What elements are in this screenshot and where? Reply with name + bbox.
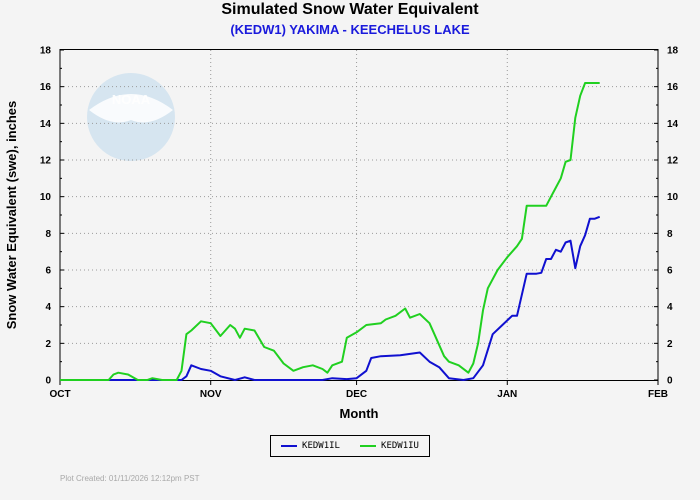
legend-swatch-kedw1il	[281, 445, 298, 447]
y-tick-label-right: 2	[667, 339, 673, 350]
y-tick-label-right: 16	[667, 82, 679, 93]
series-lines	[60, 82, 601, 381]
legend-item-kedw1iu: KEDW1IU	[360, 441, 419, 451]
x-tick-label: DEC	[346, 389, 367, 400]
y-tick-label-right: 18	[667, 46, 679, 57]
y-axis-ticks: 0 0 2 2 4 4 6 6 8 8 10 10 12 12 14 14 16 16 18 18	[40, 46, 679, 387]
legend: KEDW1IL KEDW1IU	[270, 435, 430, 457]
series-line-kedw1iu	[60, 82, 600, 381]
y-tick-label-left: 14	[40, 119, 52, 130]
y-tick-label-left: 0	[45, 376, 51, 387]
y-tick-label-right: 6	[667, 266, 673, 277]
legend-swatch-kedw1iu	[360, 445, 377, 447]
y-tick-label-left: 16	[40, 82, 52, 93]
legend-label-kedw1iu: KEDW1IU	[381, 441, 419, 451]
y-tick-label-left: 12	[40, 156, 52, 167]
x-axis-ticks: OCT NOV DEC JAN FEB	[49, 380, 668, 400]
x-axis-label: Month	[340, 406, 379, 421]
chart-title: Simulated Snow Water Equivalent	[221, 1, 479, 18]
y-tick-label-right: 14	[667, 119, 679, 130]
y-tick-label-left: 4	[45, 302, 51, 313]
y-tick-label-right: 10	[667, 192, 679, 203]
x-tick-label: JAN	[497, 389, 517, 400]
noaa-logo-gull	[89, 94, 173, 123]
legend-item-kedw1il: KEDW1IL	[281, 441, 340, 451]
noaa-logo: NOAA	[87, 73, 175, 161]
x-tick-label: FEB	[648, 389, 668, 400]
y-tick-label-right: 0	[667, 376, 673, 387]
series-line-kedw1il	[60, 215, 601, 381]
y-tick-label-left: 10	[40, 192, 52, 203]
y-tick-label-left: 8	[45, 229, 51, 240]
legend-label-kedw1il: KEDW1IL	[302, 441, 340, 451]
y-tick-label-left: 6	[45, 266, 51, 277]
x-tick-label: OCT	[49, 389, 70, 400]
x-tick-label: NOV	[200, 389, 222, 400]
noaa-logo-text: NOAA	[112, 92, 151, 107]
plot-created-footer: Plot Created: 01/11/2026 12:12pm PST	[60, 474, 200, 483]
chart-subtitle: (KEDW1) YAKIMA - KEECHELUS LAKE	[230, 22, 470, 37]
y-axis-label: Snow Water Equivalent (swe), inches	[4, 101, 19, 330]
y-tick-label-right: 4	[667, 302, 673, 313]
y-tick-label-right: 8	[667, 229, 673, 240]
y-tick-label-left: 2	[45, 339, 51, 350]
y-tick-label-left: 18	[40, 46, 52, 57]
y-tick-label-right: 12	[667, 156, 679, 167]
